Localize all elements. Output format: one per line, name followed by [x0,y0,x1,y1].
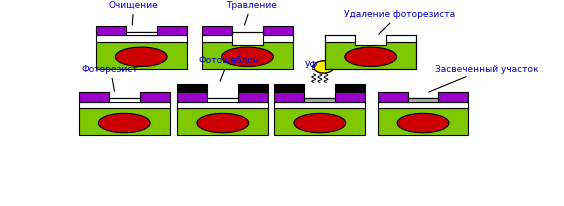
Text: Очищение: Очищение [109,1,158,26]
Bar [325,36,355,42]
Bar [202,36,293,42]
Ellipse shape [222,48,274,67]
PathPatch shape [96,27,187,36]
PathPatch shape [79,93,170,102]
Bar [335,84,365,91]
Bar [408,98,438,102]
Bar [355,36,386,46]
Ellipse shape [345,48,396,67]
Ellipse shape [115,48,167,67]
Text: УФ: УФ [305,61,319,70]
Bar [275,84,305,91]
Bar [178,102,268,108]
Bar [79,108,170,136]
Bar [386,36,416,42]
Bar [178,108,268,136]
Ellipse shape [314,62,334,74]
Text: Фоторезист: Фоторезист [82,64,139,92]
Bar [96,36,187,42]
Bar [202,42,293,70]
Bar [79,102,170,108]
Ellipse shape [197,114,249,133]
PathPatch shape [202,27,293,36]
Bar [305,98,335,102]
Text: Травление: Травление [226,1,277,26]
Bar [232,33,263,46]
Bar [96,42,187,70]
Ellipse shape [397,114,449,133]
Bar [275,108,365,136]
Text: Удаление фоторезиста: Удаление фоторезиста [343,10,455,35]
Text: Засвеченный участок: Засвеченный участок [429,64,538,93]
Bar [126,33,157,36]
Bar [325,42,416,70]
Bar [333,65,335,70]
PathPatch shape [275,93,365,102]
PathPatch shape [378,93,469,102]
Ellipse shape [294,114,346,133]
Bar [378,102,469,108]
Ellipse shape [98,114,150,133]
Bar [238,84,268,91]
Bar [312,65,315,70]
PathPatch shape [178,93,268,102]
Bar [378,108,469,136]
Bar [275,102,365,108]
Bar [178,84,208,91]
Text: Фотошаблон: Фотошаблон [198,56,259,82]
